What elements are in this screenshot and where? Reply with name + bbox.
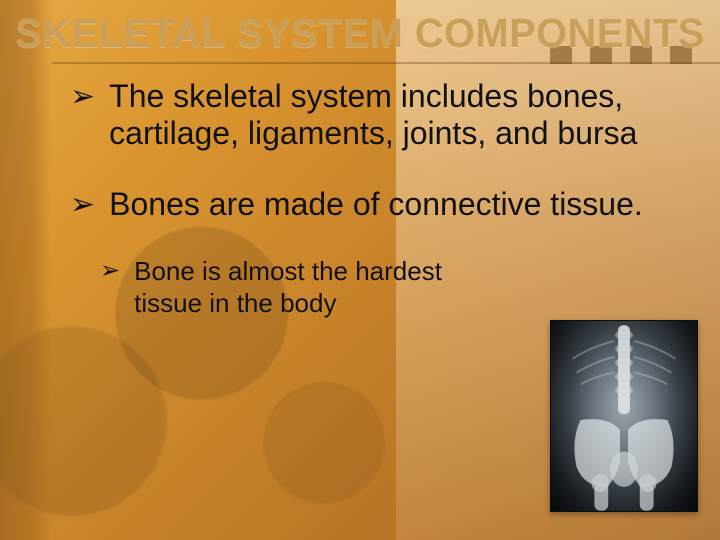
slide-left-edge: [0, 0, 52, 540]
slide-title: SKELETAL SYSTEM COMPONENTS: [11, 10, 709, 57]
sub-bullet-item: ➢ Bone is almost the hardest tissue in t…: [100, 256, 690, 318]
bullet-marker-icon: ➢: [100, 258, 120, 284]
sub-bullet-text: Bone is almost the hardest tissue in the…: [134, 256, 514, 318]
title-underline: [52, 62, 720, 64]
title-container: SKELETAL SYSTEM COMPONENTS: [0, 10, 720, 57]
bullet-item: ➢ Bones are made of connective tissue.: [70, 186, 690, 223]
bullet-marker-icon: ➢: [70, 80, 95, 113]
bullet-item: ➢ The skeletal system includes bones, ca…: [70, 78, 690, 152]
pelvis-xray-image: [550, 320, 698, 512]
content-area: ➢ The skeletal system includes bones, ca…: [70, 78, 690, 319]
xray-svg: [551, 321, 697, 511]
bullet-marker-icon: ➢: [70, 188, 95, 221]
bullet-text: Bones are made of connective tissue.: [109, 186, 643, 223]
bullet-text: The skeletal system includes bones, cart…: [109, 78, 690, 152]
